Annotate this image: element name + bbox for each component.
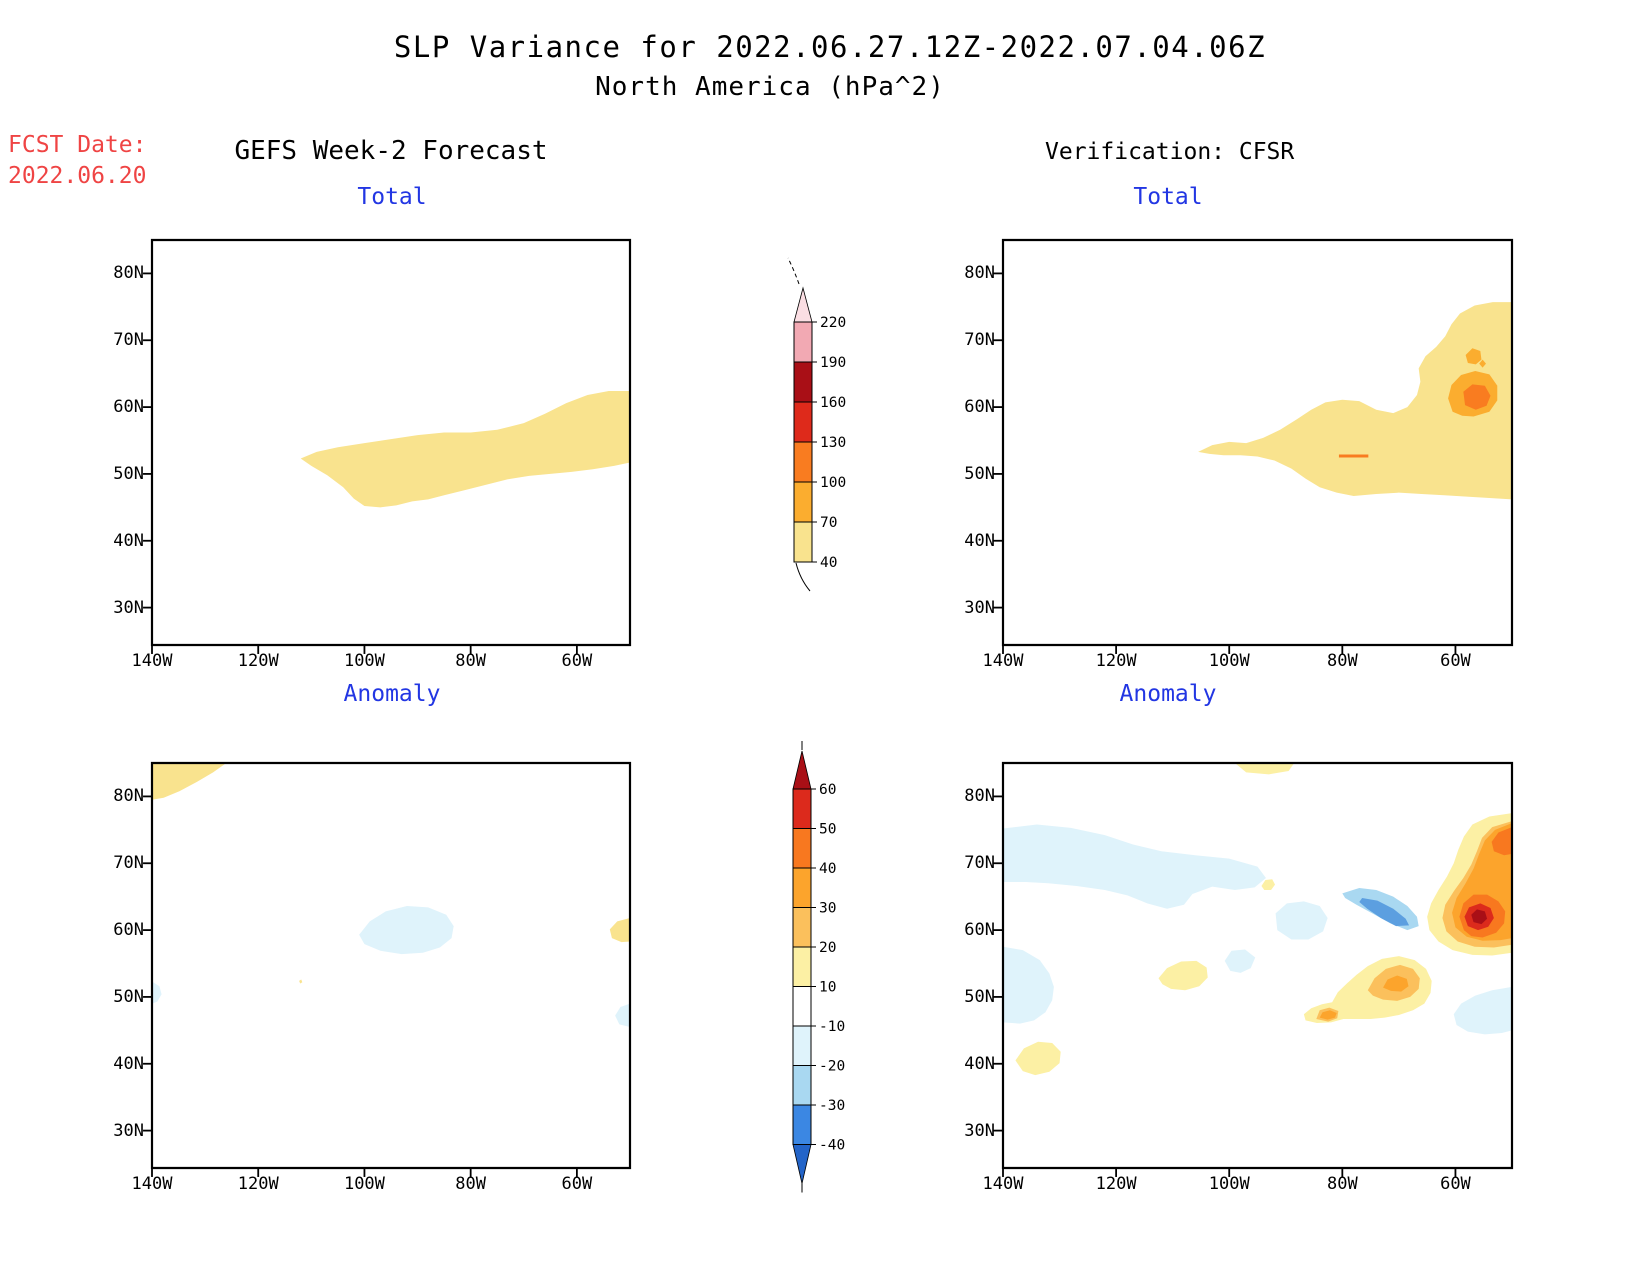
axis-label-lon: 100W <box>343 1174 385 1194</box>
axis-label-lon: 120W <box>237 651 279 671</box>
axis-label-lon: 60W <box>561 1174 593 1194</box>
map-panel-gefs-total: 80N 70N 60N 50N 40N 30N 140W 120W 100W 80W 60W <box>113 240 630 670</box>
axis-label-lat: 60N <box>964 920 995 941</box>
shading-cfsr-total <box>1198 302 1512 500</box>
panel-title-gefs-total: Total <box>357 184 427 210</box>
axis-label-lon: 80W <box>1326 651 1358 671</box>
colorbar-tick-label: 70 <box>820 515 837 531</box>
page-subtitle: North America (hPa^2) <box>595 72 945 102</box>
colorbar-tick-label: 190 <box>820 355 846 371</box>
colorbar-total: 220 190 160 130 100 70 40 <box>787 257 846 592</box>
map-panel-cfsr-total: 80N 70N 60N 50N 40N 30N 140W 120W 100W 80W 60W <box>964 240 1512 670</box>
axis-label-lon: 140W <box>131 1174 173 1194</box>
axis-label-lat: 60N <box>964 397 995 418</box>
map-frame <box>152 763 630 1168</box>
axis-label-lon: 120W <box>237 1174 279 1194</box>
colorbar-tick-label: 40 <box>820 555 837 571</box>
panel-title-gefs-anomaly: Anomaly <box>343 681 441 707</box>
page-title: SLP Variance for 2022.06.27.12Z-2022.07.… <box>393 30 1267 64</box>
panel-title-cfsr-anomaly: Anomaly <box>1119 681 1217 707</box>
axis-label-lat: 40N <box>964 1053 995 1074</box>
axis-label-lat: 30N <box>113 1120 144 1141</box>
colorbar-tick-label: 100 <box>820 475 846 491</box>
map-frame <box>152 240 630 645</box>
axis-label-lat: 80N <box>964 786 995 807</box>
axis-ticks <box>993 273 1455 654</box>
axis-label-lat: 70N <box>964 853 995 874</box>
colorbar-tick-label: 50 <box>819 822 836 838</box>
axis-label-lat: 30N <box>964 597 995 618</box>
shading-cfsr-anomaly <box>1003 763 1512 1076</box>
axis-ticks <box>143 273 577 654</box>
axis-label-lon: 120W <box>1095 1174 1137 1194</box>
fcst-date-value: 2022.06.20 <box>8 163 147 189</box>
map-panel-gefs-anomaly: 80N 70N 60N 50N 40N 30N 140W 120W 100W 80W 60W <box>113 763 630 1193</box>
axis-label-lat: 30N <box>113 597 144 618</box>
axis-label-lon: 80W <box>1326 1174 1358 1194</box>
axis-label-lat: 50N <box>964 463 995 484</box>
map-frame <box>1003 240 1512 645</box>
colorbar-tick-label: 60 <box>819 782 836 798</box>
axis-label-lat: 40N <box>113 530 144 551</box>
colorbar-anomaly: 60 50 40 30 20 10 -10 -20 -30 -40 <box>792 741 845 1193</box>
axis-label-lon: 60W <box>1440 651 1471 671</box>
axis-label-lon: 80W <box>455 1174 487 1194</box>
colorbar-tick-label: 30 <box>819 901 836 917</box>
axis-ticks <box>993 796 1455 1177</box>
panel-title-cfsr-total: Total <box>1133 184 1203 210</box>
axis-label-lon: 80W <box>455 651 487 671</box>
colorbar-tick-label: 130 <box>820 435 846 451</box>
shading-gefs-total <box>300 391 630 508</box>
axis-label-lat: 80N <box>964 263 995 284</box>
colorbar-tick-label: 40 <box>819 861 836 877</box>
axis-label-lon: 100W <box>1208 1174 1250 1194</box>
axis-label-lat: 70N <box>964 330 995 351</box>
axis-label-lat: 40N <box>113 1053 144 1074</box>
axis-label-lon: 60W <box>561 651 593 671</box>
column-title-forecast: GEFS Week-2 Forecast <box>234 136 548 166</box>
axis-label-lat: 30N <box>964 1120 995 1141</box>
colorbar-tick-label: 220 <box>820 315 846 331</box>
axis-label-lat: 80N <box>113 263 144 284</box>
colorbar-tick-label: -10 <box>819 1019 845 1035</box>
column-title-verification: Verification: CFSR <box>1045 139 1295 165</box>
axis-label-lat: 70N <box>113 853 144 874</box>
axis-label-lat: 80N <box>113 786 144 807</box>
axis-label-lat: 60N <box>113 397 144 418</box>
axis-label-lat: 50N <box>113 986 144 1007</box>
axis-label-lon: 100W <box>1208 651 1250 671</box>
colorbar-tick-label: 10 <box>819 980 836 996</box>
axis-label-lon: 140W <box>982 651 1024 671</box>
colorbar-tick-label: 20 <box>819 940 836 956</box>
axis-label-lat: 50N <box>113 463 144 484</box>
axis-label-lat: 50N <box>964 986 995 1007</box>
map-frame <box>1003 763 1512 1168</box>
axis-label-lat: 40N <box>964 530 995 551</box>
colorbar-tick-label: -40 <box>819 1138 845 1154</box>
axis-ticks <box>143 796 577 1177</box>
axis-label-lon: 100W <box>343 651 385 671</box>
axis-label-lon: 60W <box>1440 1174 1471 1194</box>
shading-gefs-anomaly <box>152 763 630 1027</box>
axis-label-lat: 60N <box>113 920 144 941</box>
axis-label-lon: 140W <box>982 1174 1024 1194</box>
fcst-date: FCST Date: 2022.06.20 <box>8 130 146 192</box>
axis-label-lon: 140W <box>131 651 173 671</box>
colorbar-tick-label: -20 <box>819 1059 845 1075</box>
axis-label-lon: 120W <box>1095 651 1137 671</box>
colorbar-tick-label: -30 <box>819 1098 845 1114</box>
map-panel-cfsr-anomaly: 80N 70N 60N 50N 40N 30N 140W 120W 100W 80W 60W <box>964 763 1512 1193</box>
axis-label-lat: 70N <box>113 330 144 351</box>
fcst-date-label: FCST Date: <box>8 132 147 158</box>
colorbar-tick-label: 160 <box>820 395 846 411</box>
